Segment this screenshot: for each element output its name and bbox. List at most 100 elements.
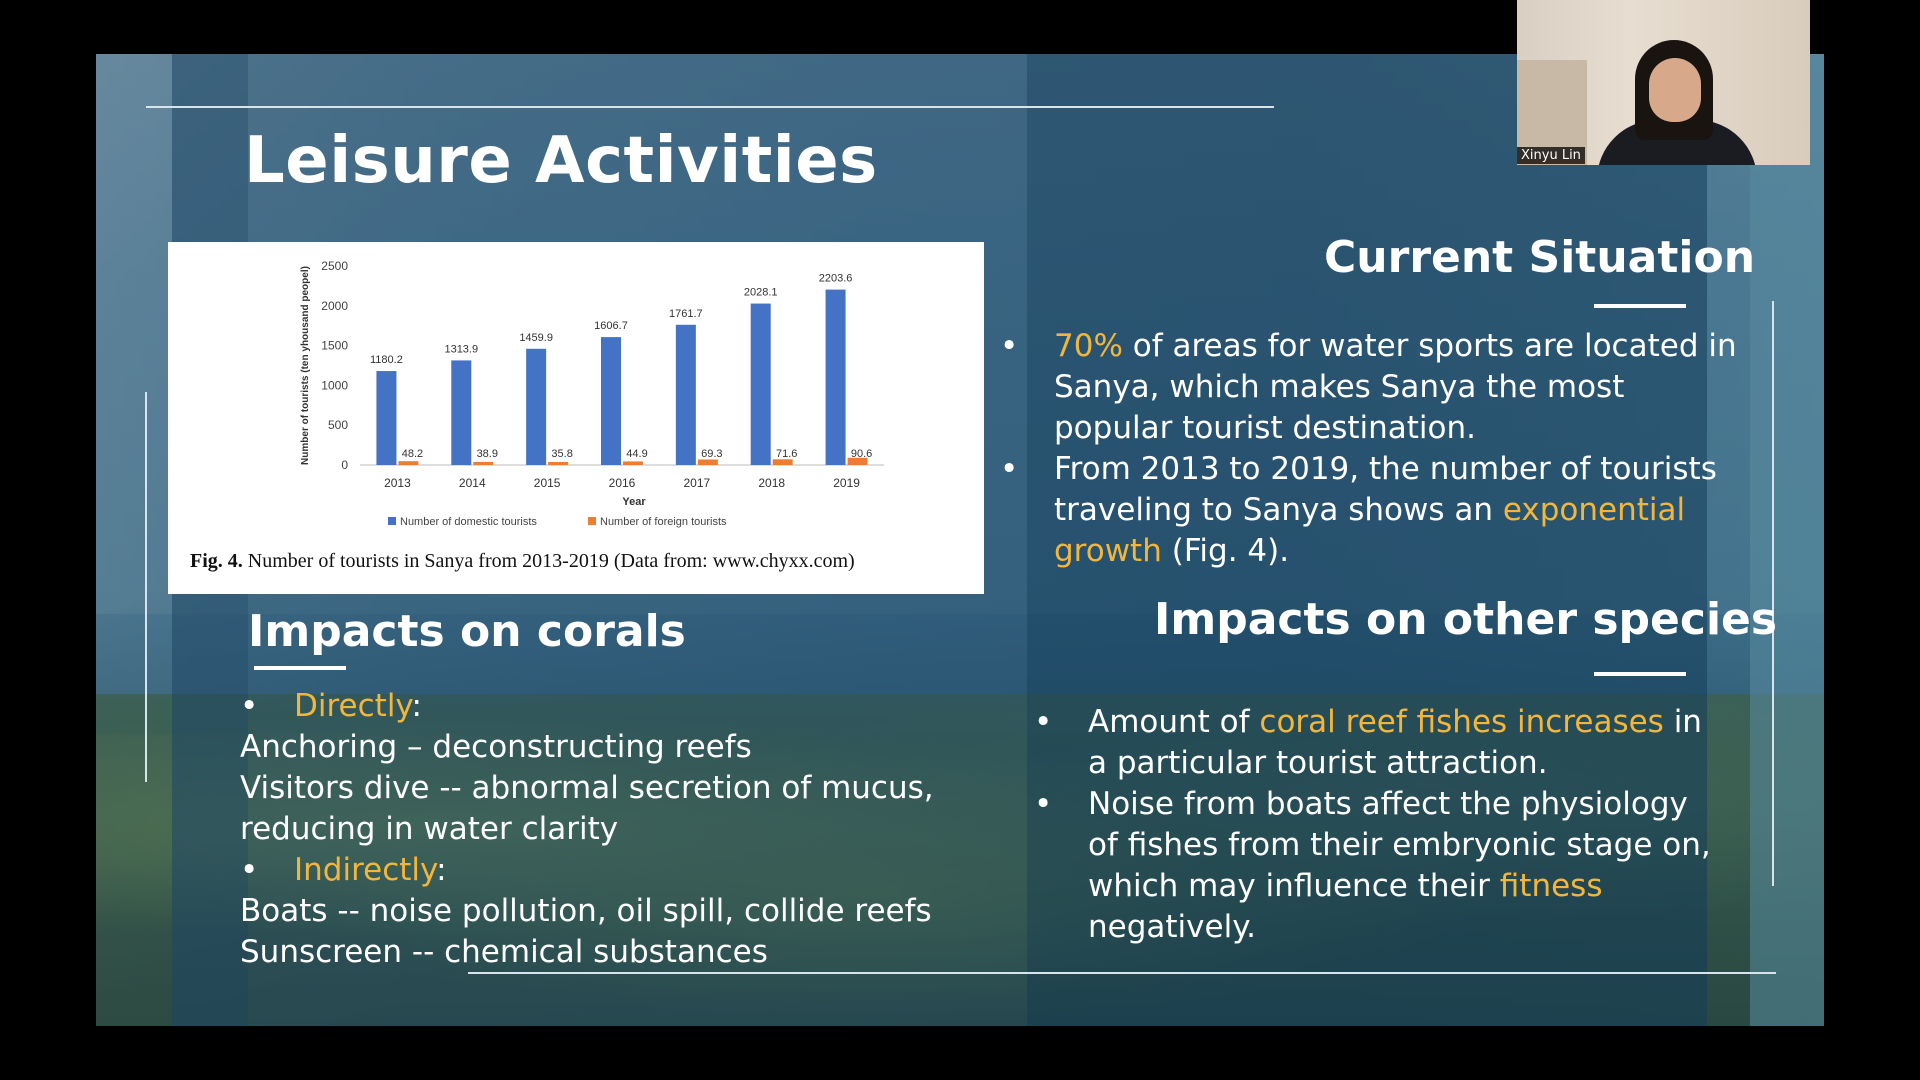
bullet-text: of fishes from their embryonic stage on,	[1088, 827, 1711, 863]
bullet-dot: •	[240, 688, 259, 724]
bullet-text: negatively.	[1088, 909, 1256, 945]
domestic-bar	[825, 289, 846, 465]
y-tick-label: 2000	[321, 299, 348, 313]
list-item: Sunscreen -- chemical substances	[240, 934, 768, 970]
x-tick-label: 2019	[833, 476, 860, 490]
highlight-text: Directly	[294, 688, 412, 724]
list-item: • 70% of areas for water sports are loca…	[1000, 326, 1800, 449]
x-tick-label: 2015	[534, 476, 561, 490]
list-item: Boats -- noise pollution, oil spill, col…	[240, 893, 932, 929]
y-tick-label: 1000	[321, 378, 348, 392]
domestic-bar	[451, 360, 472, 465]
foreign-bar	[548, 462, 569, 465]
bullet-text: From 2013 to 2019, the number of tourist…	[1054, 451, 1717, 487]
list-item: reducing in water clarity	[240, 811, 619, 847]
bullet-dot: •	[1034, 704, 1053, 740]
impacts-species-list: • Amount of coral reef fishes increases …	[1034, 702, 1774, 948]
participant-face	[1649, 58, 1701, 122]
figure-caption-label: Fig. 4.	[190, 550, 243, 572]
bottom-divider-line	[468, 972, 1776, 974]
domestic-bar	[750, 303, 771, 465]
current-situation-list: • 70% of areas for water sports are loca…	[1000, 326, 1800, 572]
bullet-text: Sanya, which makes Sanya the most	[1054, 369, 1625, 405]
list-item: • From 2013 to 2019, the number of touri…	[1000, 449, 1800, 572]
highlight-text: 70%	[1054, 328, 1123, 364]
x-tick-label: 2016	[609, 476, 636, 490]
list-item: • Indirectly:	[240, 850, 1020, 891]
domestic-bar	[675, 324, 696, 465]
legend-label: Number of foreign tourists	[600, 516, 727, 528]
top-divider-line	[146, 106, 1274, 108]
bullet-text: in	[1663, 704, 1702, 740]
data-label: 71.6	[776, 448, 797, 460]
right-vertical-line	[1772, 301, 1774, 886]
bullet-text: :	[411, 688, 422, 724]
participant-video-tile[interactable]: Xinyu Lin	[1517, 0, 1810, 165]
data-label: 69.3	[701, 448, 722, 460]
legend-swatch	[388, 517, 396, 525]
foreign-bar	[623, 461, 643, 465]
data-label: 48.2	[402, 448, 423, 460]
bullet-text: :	[436, 852, 447, 888]
tourist-bar-chart: 0 500 1000 1500 2000 2500 Number of tourists (…	[300, 259, 884, 528]
bullet-text: which may influence their	[1088, 868, 1500, 904]
data-label: 1180.2	[370, 354, 403, 366]
x-tick-label: 2013	[384, 476, 411, 490]
bullet-dot: •	[240, 852, 259, 888]
participant-name-label: Xinyu Lin	[1517, 147, 1585, 164]
list-item: Visitors dive -- abnormal secretion of m…	[240, 770, 934, 806]
domestic-bar	[376, 371, 397, 465]
current-situation-underline	[1594, 304, 1686, 308]
bullet-text: a particular tourist attraction.	[1088, 745, 1548, 781]
bullet-text: Noise from boats affect the physiology	[1088, 786, 1688, 822]
bullet-text: Amount of	[1088, 704, 1260, 740]
data-label: 1459.9	[519, 332, 553, 344]
y-axis-label: Number of tourists (ten yhousand peopel)	[300, 266, 311, 465]
data-label: 90.6	[851, 448, 872, 460]
foreign-bar	[697, 459, 718, 465]
overlay-panel-right	[1027, 54, 1707, 1026]
figure-caption-text: Number of tourists in Sanya from 2013-20…	[247, 550, 855, 572]
highlight-text: fitness	[1499, 868, 1603, 904]
legend-swatch	[588, 517, 596, 525]
data-label: 1313.9	[444, 343, 478, 355]
impacts-corals-underline	[254, 666, 346, 670]
x-tick-label: 2014	[459, 476, 486, 490]
foreign-bar	[398, 461, 419, 465]
foreign-bar	[772, 459, 793, 465]
data-label: 35.8	[551, 448, 572, 460]
legend-label: Number of domestic tourists	[400, 516, 537, 528]
list-item: • Directly:	[240, 686, 1020, 727]
foreign-bar	[847, 457, 868, 465]
bullet-dot: •	[1000, 328, 1019, 364]
y-tick-label: 500	[328, 418, 348, 432]
bullet-dot: •	[1034, 786, 1053, 822]
bullet-dot: •	[1000, 451, 1019, 487]
y-tick-label: 2500	[321, 259, 348, 273]
impacts-species-heading: Impacts on other species	[1154, 594, 1778, 645]
bullet-text: of areas for water sports are located in	[1122, 328, 1737, 364]
impacts-corals-heading: Impacts on corals	[248, 606, 686, 657]
figure-card: 0 500 1000 1500 2000 2500 Number of tourists (…	[168, 242, 984, 594]
data-label: 2028.1	[744, 287, 778, 299]
y-tick-label: 0	[341, 458, 348, 472]
list-item: • Amount of coral reef fishes increases …	[1034, 702, 1774, 784]
left-vertical-line	[145, 392, 147, 782]
current-situation-heading: Current Situation	[1324, 232, 1756, 283]
data-label: 1761.7	[669, 308, 703, 320]
data-label: 44.9	[626, 448, 647, 460]
slide-title: Leisure Activities	[244, 124, 878, 198]
impacts-species-underline	[1594, 672, 1686, 676]
highlight-text: growth	[1054, 533, 1162, 569]
foreign-bar	[473, 461, 494, 465]
list-item: Anchoring – deconstructing reefs	[240, 729, 752, 765]
bullet-text: traveling to Sanya shows an	[1054, 492, 1503, 528]
x-axis-label: Year	[622, 496, 646, 508]
bullet-text: popular tourist destination.	[1054, 410, 1477, 446]
x-tick-label: 2018	[758, 476, 785, 490]
impacts-corals-list: • Directly: Anchoring – deconstructing r…	[240, 686, 1020, 973]
bullet-text: (Fig. 4).	[1161, 533, 1290, 569]
data-label: 2203.6	[819, 273, 853, 285]
domestic-bar	[526, 348, 547, 465]
list-item: • Noise from boats affect the physiology…	[1034, 784, 1774, 948]
